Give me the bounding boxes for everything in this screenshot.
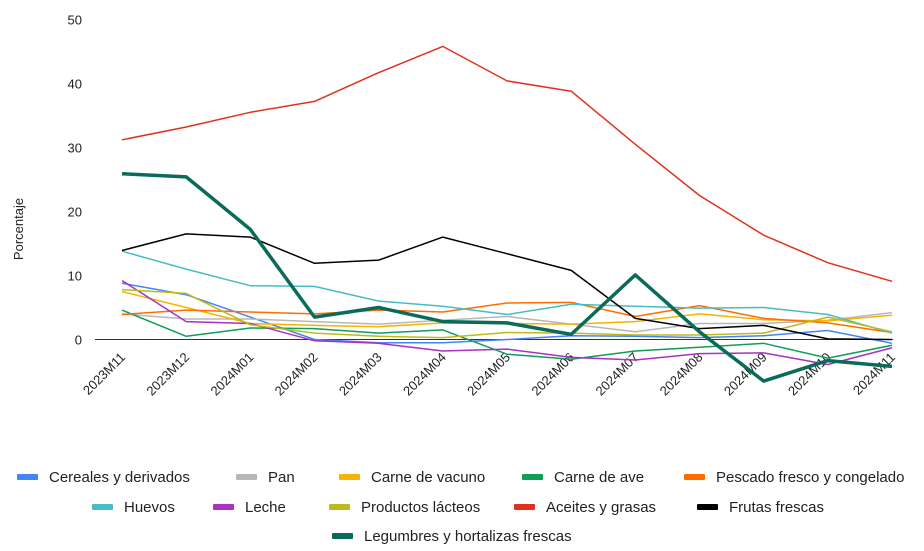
x-axis: 2023M11 2023M12 2024M01 2024M02 2024M03 2024M…	[80, 350, 898, 399]
legend-swatch-huevos	[92, 504, 113, 510]
y-axis: 50 40 30 20 10 0	[68, 13, 82, 348]
legend-swatch-frutas-frescas	[697, 504, 718, 510]
legend-label-cereales-y-derivados: Cereales y derivados	[49, 469, 190, 486]
legend-swatch-cereales-y-derivados	[17, 474, 38, 480]
series-line-cereales-y-derivados	[121, 282, 893, 345]
x-tick-label: 2024M10	[785, 350, 834, 399]
legend-swatch-productos-lacteos	[329, 504, 350, 510]
legend-swatch-leche	[213, 504, 234, 510]
legend-label-productos-lacteos: Productos lácteos	[361, 499, 480, 516]
x-tick-label: 2023M12	[143, 350, 192, 399]
legend-label-huevos: Huevos	[124, 499, 175, 516]
x-tick-label: 2024M01	[208, 350, 257, 399]
x-tick-label: 2024M02	[272, 350, 321, 399]
legend-label-pescado-fresco-y-congelado: Pescado fresco y congelado	[716, 469, 904, 486]
y-tick-label: 10	[68, 269, 82, 284]
x-tick-label: 2024M05	[464, 350, 513, 399]
legend-label-aceites-y-grasas: Aceites y grasas	[546, 499, 656, 516]
legend-swatch-pan	[236, 474, 257, 480]
legend-label-carne-de-ave: Carne de ave	[554, 469, 644, 486]
y-tick-label: 40	[68, 77, 82, 92]
y-tick-label: 50	[68, 13, 82, 28]
series-lines	[121, 45, 893, 383]
legend-swatch-legumbres-y-hortalizas-frescas	[332, 533, 353, 539]
x-tick-label: 2024M07	[593, 350, 642, 399]
legend-swatch-pescado-fresco-y-congelado	[684, 474, 705, 480]
legend-swatch-carne-de-vacuno	[339, 474, 360, 480]
legend-swatch-carne-de-ave	[522, 474, 543, 480]
x-tick-label: 2024M09	[721, 350, 770, 399]
y-tick-label: 20	[68, 205, 82, 220]
legend-label-carne-de-vacuno: Carne de vacuno	[371, 469, 485, 486]
x-tick-label: 2024M03	[336, 350, 385, 399]
y-axis-title: Porcentaje	[11, 198, 26, 260]
legend-swatch-aceites-y-grasas	[514, 504, 535, 510]
legend-label-frutas-frescas: Frutas frescas	[729, 499, 824, 516]
y-tick-label: 0	[75, 333, 82, 348]
legend: Cereales y derivados Pan Carne de vacuno Ca…	[17, 469, 904, 545]
x-tick-label: 2023M11	[80, 350, 128, 398]
y-tick-label: 30	[68, 141, 82, 156]
series-line-aceites-y-grasas	[121, 45, 893, 283]
series-line-legumbres-y-hortalizas-frescas	[121, 171, 893, 383]
legend-label-pan: Pan	[268, 469, 295, 486]
legend-label-leche: Leche	[245, 499, 286, 516]
legend-label-legumbres-y-hortalizas-frescas: Legumbres y hortalizas frescas	[364, 528, 572, 545]
x-tick-label: 2024M04	[400, 350, 449, 399]
